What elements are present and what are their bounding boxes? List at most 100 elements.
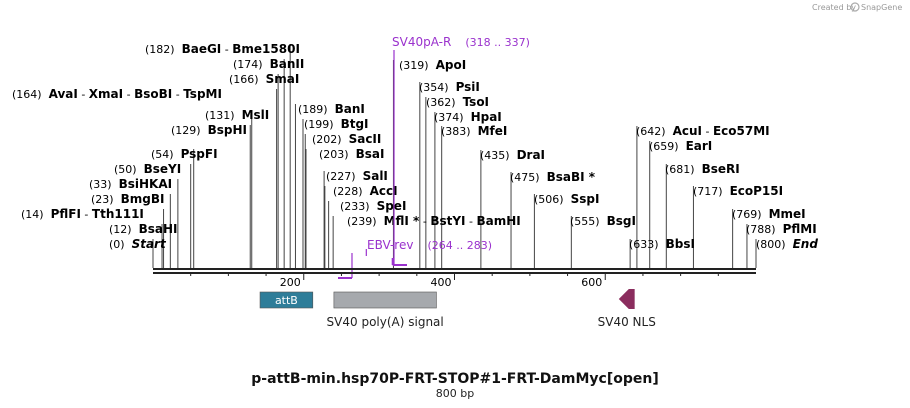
site-label[interactable]: (374) HpaI (434, 110, 502, 124)
site-label[interactable]: (681) BseRI (665, 162, 740, 176)
site-mfei[interactable]: (383) MfeI (441, 124, 507, 138)
site-psii[interactable]: (354) PsiI (419, 80, 480, 94)
site-hpai[interactable]: (374) HpaI (434, 110, 502, 124)
site-label[interactable]: (202) SacII (312, 132, 381, 146)
site-label[interactable]: (319) ApoI (399, 58, 466, 72)
site-label[interactable]: (475) BsaBI * (510, 170, 596, 184)
site-label[interactable]: (33) BsiHKAI (89, 177, 172, 191)
feature-arrow[interactable] (618, 289, 635, 309)
feature-sv40-nls[interactable]: SV40 NLS (598, 289, 656, 329)
site-drai[interactable]: (435) DraI (480, 148, 545, 162)
site-pflfi[interactable]: (14) PflFI - Tth111I (21, 207, 144, 221)
site-label[interactable]: (189) BanI (298, 102, 365, 116)
site-label[interactable]: (659) EarI (649, 139, 712, 153)
snapgene-icon (850, 2, 860, 12)
site-label[interactable]: (233) SpeI (340, 199, 406, 213)
sequence-backbone (153, 268, 756, 274)
feature-box[interactable] (259, 291, 314, 309)
site-label[interactable]: (23) BmgBI (91, 192, 164, 206)
site-sali[interactable]: (227) SalI (326, 169, 388, 183)
site-label[interactable]: (174) BanII (233, 57, 304, 71)
site-label[interactable]: (717) EcoP15I (693, 184, 783, 198)
site-label[interactable]: (166) SmaI (229, 72, 299, 86)
site-bani[interactable]: (189) BanI (298, 102, 365, 116)
site-eari[interactable]: (659) EarI (649, 139, 712, 153)
site-label[interactable]: (14) PflFI - Tth111I (21, 207, 144, 221)
site-label[interactable]: (203) BsaI (319, 147, 384, 161)
site-label[interactable]: (642) AcuI - Eco57MI (636, 124, 770, 138)
enzyme-name: BseYI (144, 162, 182, 176)
site-label[interactable]: (800) End (756, 237, 818, 251)
site-position: (319) (399, 59, 436, 72)
site-label[interactable]: (383) MfeI (441, 124, 507, 138)
site-bsphi[interactable]: (129) BspHI (171, 123, 247, 137)
site-label[interactable]: (50) BseYI (114, 162, 181, 176)
site-position: (129) (171, 124, 208, 137)
site-bsahi[interactable]: (12) BsaHI (109, 222, 177, 236)
site-label[interactable]: (435) DraI (480, 148, 545, 162)
site-acui[interactable]: (642) AcuI - Eco57MI (636, 124, 770, 138)
site-smai[interactable]: (166) SmaI (229, 72, 299, 86)
site-label[interactable]: (362) TsoI (426, 95, 489, 109)
site-sspi[interactable]: (506) SspI (534, 192, 599, 206)
site-btgi[interactable]: (199) BtgI (304, 117, 369, 131)
site-apoi[interactable]: (319) ApoI (399, 58, 466, 72)
site-mmei[interactable]: (769) MmeI (732, 207, 806, 221)
feature-attb[interactable]: attB (259, 291, 314, 309)
site-msli[interactable]: (131) MslI (205, 108, 269, 122)
feature-sv40-poly-a-signal[interactable]: SV40 poly(A) signal (327, 291, 444, 329)
separator: - (221, 43, 232, 56)
primer-sv40pa-r[interactable]: SV40pA-R (318 .. 337) (391, 35, 530, 266)
site-label[interactable]: (199) BtgI (304, 117, 369, 131)
site-label[interactable]: (227) SalI (326, 169, 388, 183)
site-label[interactable]: (129) BspHI (171, 123, 247, 137)
enzyme-name: End (793, 237, 819, 251)
site-label[interactable]: (228) AccI (333, 184, 398, 198)
site-baegi[interactable]: (182) BaeGI - Bme1580I (145, 42, 300, 56)
site-bbsi[interactable]: (633) BbsI (629, 237, 695, 251)
site-label[interactable]: (131) MslI (205, 108, 269, 122)
enzyme-name: TsoI (463, 95, 489, 109)
site-label[interactable]: (354) PsiI (419, 80, 480, 94)
site-bsai[interactable]: (203) BsaI (319, 147, 384, 161)
site-label[interactable]: (12) BsaHI (109, 222, 177, 236)
site-bsgi[interactable]: (555) BsgI (570, 214, 636, 228)
site-label[interactable]: (0) Start (109, 237, 167, 251)
site-bseri[interactable]: (681) BseRI (665, 162, 740, 176)
separator: - (123, 88, 134, 101)
site-sacii[interactable]: (202) SacII (312, 132, 381, 146)
site-label[interactable]: (788) PflMI (746, 222, 817, 236)
site-bseyi[interactable]: (50) BseYI (114, 162, 181, 176)
site-label[interactable]: (555) BsgI (570, 214, 636, 228)
site-banii[interactable]: (174) BanII (233, 57, 304, 71)
site-label[interactable]: (164) AvaI - XmaI - BsoBI - TspMI (12, 87, 222, 101)
site-position: (164) (12, 88, 49, 101)
site-label[interactable]: (506) SspI (534, 192, 599, 206)
site-ecop15i[interactable]: (717) EcoP15I (693, 184, 783, 198)
site-position: (555) (570, 215, 607, 228)
site-bsihkai[interactable]: (33) BsiHKAI (89, 177, 172, 191)
site-end[interactable]: (800) End (756, 237, 818, 251)
site-start[interactable]: (0) Start (109, 237, 167, 251)
site-pspfi[interactable]: (54) PspFI (151, 147, 218, 161)
ruler-tick-400: 400 (431, 273, 455, 289)
site-label[interactable]: (54) PspFI (151, 147, 218, 161)
enzyme-name: TspMI (183, 87, 222, 101)
primer-ebv-rev[interactable]: EBV-rev (264 .. 283) (337, 238, 492, 279)
site-pflmi[interactable]: (788) PflMI (746, 222, 817, 236)
feature-label: attB (275, 294, 298, 307)
site-label[interactable]: (239) MflI * - BstYI - BamHI (347, 214, 521, 228)
site-avai[interactable]: (164) AvaI - XmaI - BsoBI - TspMI (12, 87, 222, 101)
map-length: 800 bp (436, 387, 474, 400)
site-acci[interactable]: (228) AccI (333, 184, 398, 198)
enzyme-name: BsoBI (134, 87, 172, 101)
site-label[interactable]: (182) BaeGI - Bme1580I (145, 42, 300, 56)
feature-box[interactable] (333, 291, 437, 309)
site-bmgbi[interactable]: (23) BmgBI (91, 192, 164, 206)
site-tsoi[interactable]: (362) TsoI (426, 95, 489, 109)
site-spei[interactable]: (233) SpeI (340, 199, 406, 213)
site-mfli[interactable]: (239) MflI * - BstYI - BamHI (347, 214, 521, 228)
site-label[interactable]: (633) BbsI (629, 237, 695, 251)
site-label[interactable]: (769) MmeI (732, 207, 806, 221)
site-bsabi[interactable]: (475) BsaBI * (510, 170, 596, 184)
